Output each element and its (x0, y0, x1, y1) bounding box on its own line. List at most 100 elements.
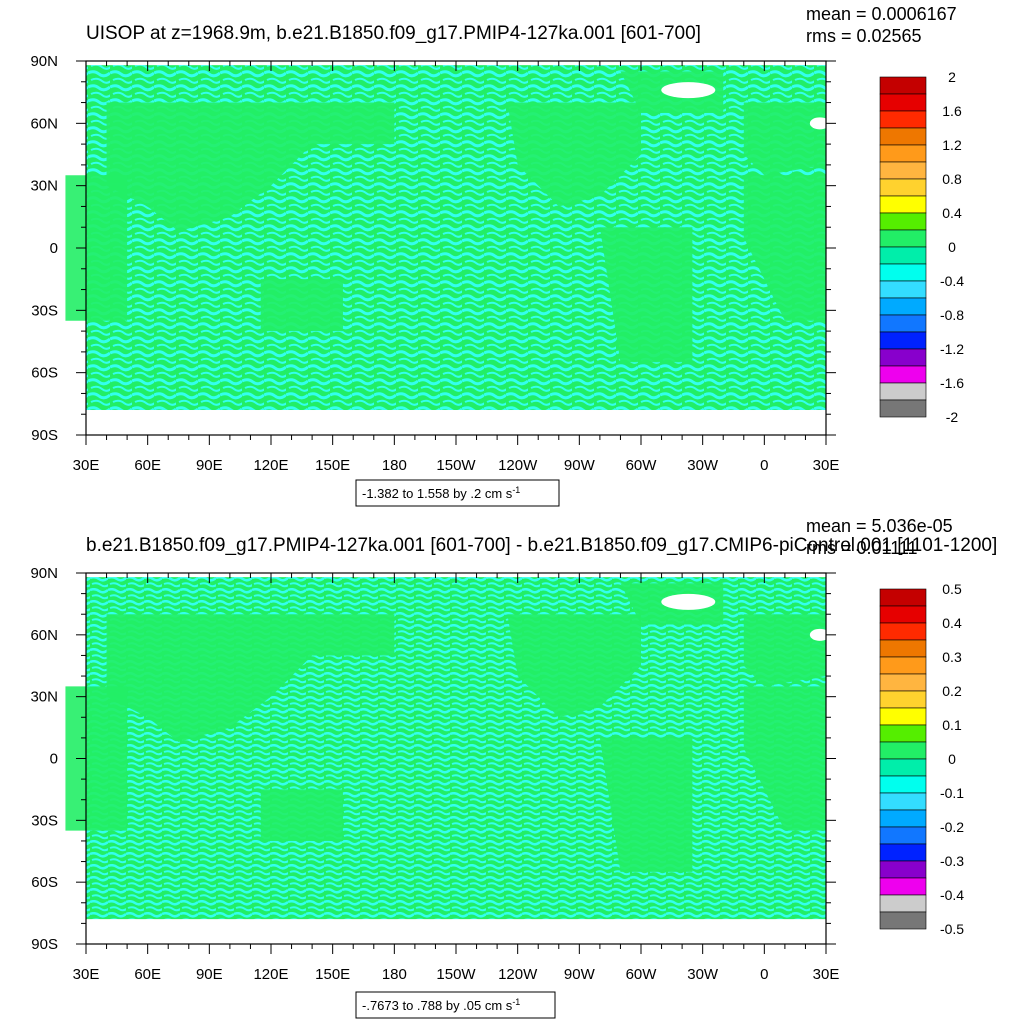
land-mask-1 (106, 102, 395, 232)
missing-data-arctic (661, 593, 716, 610)
antarctic-mask (86, 919, 826, 944)
x-tick-label: 120E (253, 966, 288, 983)
y-tick-label: 60S (31, 874, 58, 891)
range-text: -1.382 to 1.558 by .2 cm s (362, 486, 513, 501)
land-mask-2 (65, 686, 128, 831)
x-tick-label: 90E (196, 457, 223, 474)
x-tick-label: 150E (315, 966, 350, 983)
land-mask-1 (106, 614, 395, 743)
colorbar-label: -1.2 (940, 341, 964, 357)
y-tick-label: 90S (31, 427, 58, 444)
y-tick-label: 30S (31, 302, 58, 319)
colorbar-swatch (879, 911, 927, 930)
colorbar-swatch (879, 690, 927, 709)
colorbar-swatch (879, 93, 927, 112)
range-superscript: -1 (512, 485, 520, 495)
chart-title: UISOP at z=1968.9m, b.e21.B1850.f09_g17.… (86, 23, 701, 44)
colorbar-swatch (879, 707, 927, 726)
x-tick-label: 30E (73, 966, 100, 983)
colorbar-swatch (879, 144, 927, 163)
land-mask-4 (507, 102, 641, 207)
range-box (355, 479, 560, 507)
colorbar-swatch (879, 741, 927, 760)
range-label: -.7673 to .788 by .05 cm s-1 (362, 997, 520, 1013)
colorbar-swatch (879, 331, 927, 350)
x-tick-label: 30W (687, 966, 719, 983)
colorbar-swatch (879, 656, 927, 675)
colorbar-swatch (879, 127, 927, 146)
range-box (355, 991, 556, 1019)
colorbar-label: 0 (948, 239, 956, 255)
x-tick-label: 150W (436, 457, 476, 474)
colorbar-swatch (879, 280, 927, 299)
colorbar-label: 1.6 (942, 103, 962, 119)
colorbar-label: -0.3 (940, 853, 964, 869)
x-tick-label: 180 (382, 966, 407, 983)
colorbar-swatch (879, 673, 927, 692)
colorbar-swatch (879, 826, 927, 845)
colorbar-swatch (879, 894, 927, 913)
land-mask-5 (599, 737, 693, 872)
y-tick-label: 0 (50, 240, 58, 257)
colorbar-swatch (879, 724, 927, 743)
y-tick-label: 60S (31, 365, 58, 382)
colorbar-swatch (879, 809, 927, 828)
mean-label: mean = 0.0006167 (806, 4, 957, 24)
x-tick-label: 150E (315, 457, 350, 474)
land-mask-7 (743, 175, 826, 321)
y-tick-label: 90N (30, 565, 58, 582)
colorbar-label: 0.1 (942, 717, 962, 733)
colorbar-swatch (879, 639, 927, 658)
mean-label: mean = 5.036e-05 (806, 516, 953, 536)
colorbar-swatch (879, 877, 927, 896)
colorbar-label: 0.8 (942, 171, 962, 187)
x-tick-label: 60W (626, 457, 658, 474)
missing-data-arctic (661, 82, 716, 99)
colorbar-swatch (879, 775, 927, 794)
x-tick-label: 150W (436, 966, 476, 983)
antarctic-mask (86, 410, 826, 435)
land-mask-3 (260, 279, 343, 332)
land-mask-6 (743, 614, 826, 687)
range-text: -.7673 to .788 by .05 cm s (362, 998, 513, 1013)
land-mask-6 (743, 102, 826, 176)
colorbar-label: -1.6 (940, 375, 964, 391)
range-superscript: -1 (512, 997, 520, 1007)
colorbar-swatch (879, 348, 927, 367)
y-tick-label: 30S (31, 812, 58, 829)
rms-label: rms = 0.02565 (806, 26, 922, 46)
colorbar-label: -0.5 (940, 921, 964, 937)
colorbar-label: -0.4 (940, 887, 964, 903)
colorbar-swatch (879, 860, 927, 879)
land-mask-5 (599, 227, 693, 363)
x-tick-label: 0 (760, 966, 768, 983)
missing-data-patch (809, 628, 830, 641)
x-tick-label: 30E (813, 966, 840, 983)
colorbar-swatch (879, 229, 927, 248)
colorbar-swatch (879, 382, 927, 401)
y-tick-label: 90S (31, 936, 58, 953)
x-tick-label: 30E (813, 457, 840, 474)
colorbar-label: 0.2 (942, 683, 962, 699)
chart-title: b.e21.B1850.f09_g17.PMIP4-127ka.001 [601… (86, 535, 997, 556)
colorbar-swatch (879, 212, 927, 231)
colorbar-label: -0.4 (940, 273, 964, 289)
colorbar-swatch (879, 314, 927, 333)
x-tick-label: 180 (382, 457, 407, 474)
colorbar-swatch (879, 178, 927, 197)
colorbar-label: 0.4 (942, 205, 962, 221)
colorbar-swatch (879, 605, 927, 624)
colorbar-swatch (879, 758, 927, 777)
x-tick-label: 120W (498, 457, 538, 474)
land-mask-3 (260, 789, 343, 841)
x-tick-label: 90E (196, 966, 223, 983)
colorbar-label: 0.3 (942, 649, 962, 665)
colorbar-label: 0.5 (942, 581, 962, 597)
land-mask-2 (65, 175, 128, 321)
colorbar-label: 1.2 (942, 137, 962, 153)
y-tick-label: 30N (30, 178, 58, 195)
colorbar-swatch (879, 399, 927, 418)
colorbar-swatch (879, 110, 927, 129)
colorbar-label: 0 (948, 751, 956, 767)
